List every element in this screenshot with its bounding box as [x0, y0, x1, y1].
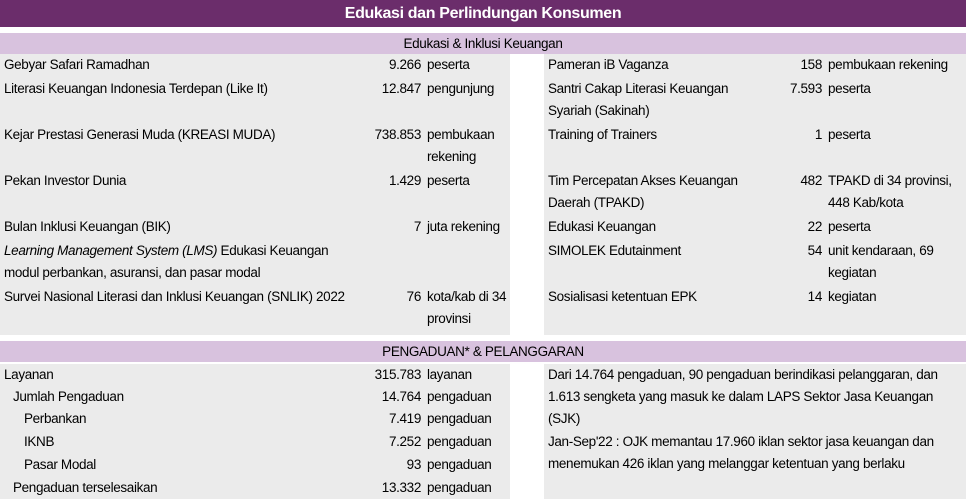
stat-value: 7.252 [388, 434, 421, 449]
list-item-unit: peserta [828, 127, 871, 142]
edukasi-left-panel [0, 54, 510, 335]
list-item-name: Tim Percepatan Akses Keuangan Daerah (TP… [548, 173, 738, 210]
stat-value: 93 [406, 457, 422, 472]
list-item-unit: peserta [427, 57, 470, 72]
list-item-value: 22 [807, 219, 823, 234]
stat-label: Layanan [4, 367, 54, 382]
stat-label: Pasar Modal [24, 457, 96, 472]
list-item-value: 14 [807, 289, 823, 304]
pengaduan-left-panel [0, 364, 510, 499]
list-item-name: Edukasi Keuangan [548, 219, 656, 234]
stat-unit: layanan [427, 367, 472, 382]
list-item-name: Training of Trainers [548, 127, 657, 142]
list-item-name: Sosialisasi ketentuan EPK [548, 289, 697, 304]
list-item-value: 1 [814, 127, 823, 142]
list-item-unit: peserta [828, 219, 871, 234]
stat-unit: pengaduan [427, 411, 492, 426]
stat-value: 7.419 [388, 411, 421, 426]
stat-label: Pengaduan terselesaikan [13, 480, 158, 495]
page-title: Edukasi dan Perlindungan Konsumen [0, 0, 966, 27]
list-item-value: 54 [807, 243, 823, 258]
list-item-unit: peserta [427, 173, 470, 188]
list-item-name: SIMOLEK Edutainment [548, 243, 681, 258]
list-item-unit: kota/kab di 34 provinsi [427, 289, 507, 326]
stat-label: IKNB [24, 434, 55, 449]
stat-unit: pengaduan [427, 434, 492, 449]
list-item-name: Literasi Keuangan Indonesia Terdepan (Li… [4, 81, 268, 96]
list-item-unit: TPAKD di 34 provinsi, 448 Kab/kota [828, 173, 952, 210]
list-item-value: 158 [800, 57, 823, 72]
stat-value: 14.764 [381, 389, 422, 404]
lms-label-rest: Edukasi Keuangan modul perbankan, asuran… [4, 243, 329, 280]
stat-label: Perbankan [24, 411, 87, 426]
stat-label: Jumlah Pengaduan [13, 389, 124, 404]
list-item-value: 482 [800, 173, 823, 188]
list-item-unit: pembukaan rekening [427, 127, 495, 164]
list-item-name: Kejar Prestasi Generasi Muda (KREASI MUD… [4, 127, 276, 142]
list-item-name: Santri Cakap Literasi Keuangan Syariah (… [548, 81, 729, 118]
list-item-unit: kegiatan [828, 289, 877, 304]
list-item-value: 738.853 [374, 127, 422, 142]
pengaduan-note-iklan: Jan-Sep'22 : OJK memantau 17.960 iklan s… [548, 434, 934, 471]
list-item-value: 1.429 [388, 173, 421, 188]
list-item-name: Pameran iB Vaganza [548, 57, 669, 72]
list-item-unit: peserta [828, 81, 871, 96]
pengaduan-right-panel [544, 364, 966, 499]
edukasi-section-header: Edukasi & Inklusi Keuangan [0, 33, 966, 54]
pengaduan-note-laps: Dari 14.764 pengaduan, 90 pengaduan beri… [548, 367, 938, 426]
stat-value: 315.783 [374, 367, 422, 382]
stat-unit: pengaduan [427, 457, 492, 472]
list-item-value: 76 [406, 289, 422, 304]
list-item-name: Bulan Inklusi Keuangan (BIK) [4, 219, 171, 234]
list-item-name-lms: Learning Management System (LMS) Edukasi… [4, 240, 349, 284]
pengaduan-section-header: PENGADUAN* & PELANGGARAN [0, 341, 966, 362]
list-item-unit: pengunjung [427, 81, 495, 96]
list-item-name: Survei Nasional Literasi dan Inklusi Keu… [4, 289, 345, 304]
lms-italic-label: Learning Management System (LMS) [4, 243, 218, 258]
stat-unit: pengaduan [427, 389, 492, 404]
stat-value: 13.332 [381, 480, 422, 495]
list-item-value: 12.847 [381, 81, 422, 96]
list-item-unit: pembukaan rekening [828, 57, 948, 72]
stat-unit: pengaduan [427, 480, 492, 495]
edukasi-right-panel [544, 54, 966, 335]
list-item-unit: juta rekening [427, 219, 500, 234]
list-item-value: 9.266 [388, 57, 421, 72]
list-item-name: Gebyar Safari Ramadhan [4, 57, 150, 72]
list-item-value: 7.593 [789, 81, 822, 96]
list-item-unit: unit kendaraan, 69 kegiatan [828, 243, 934, 280]
list-item-name: Pekan Investor Dunia [4, 173, 127, 188]
list-item-value: 7 [413, 219, 422, 234]
